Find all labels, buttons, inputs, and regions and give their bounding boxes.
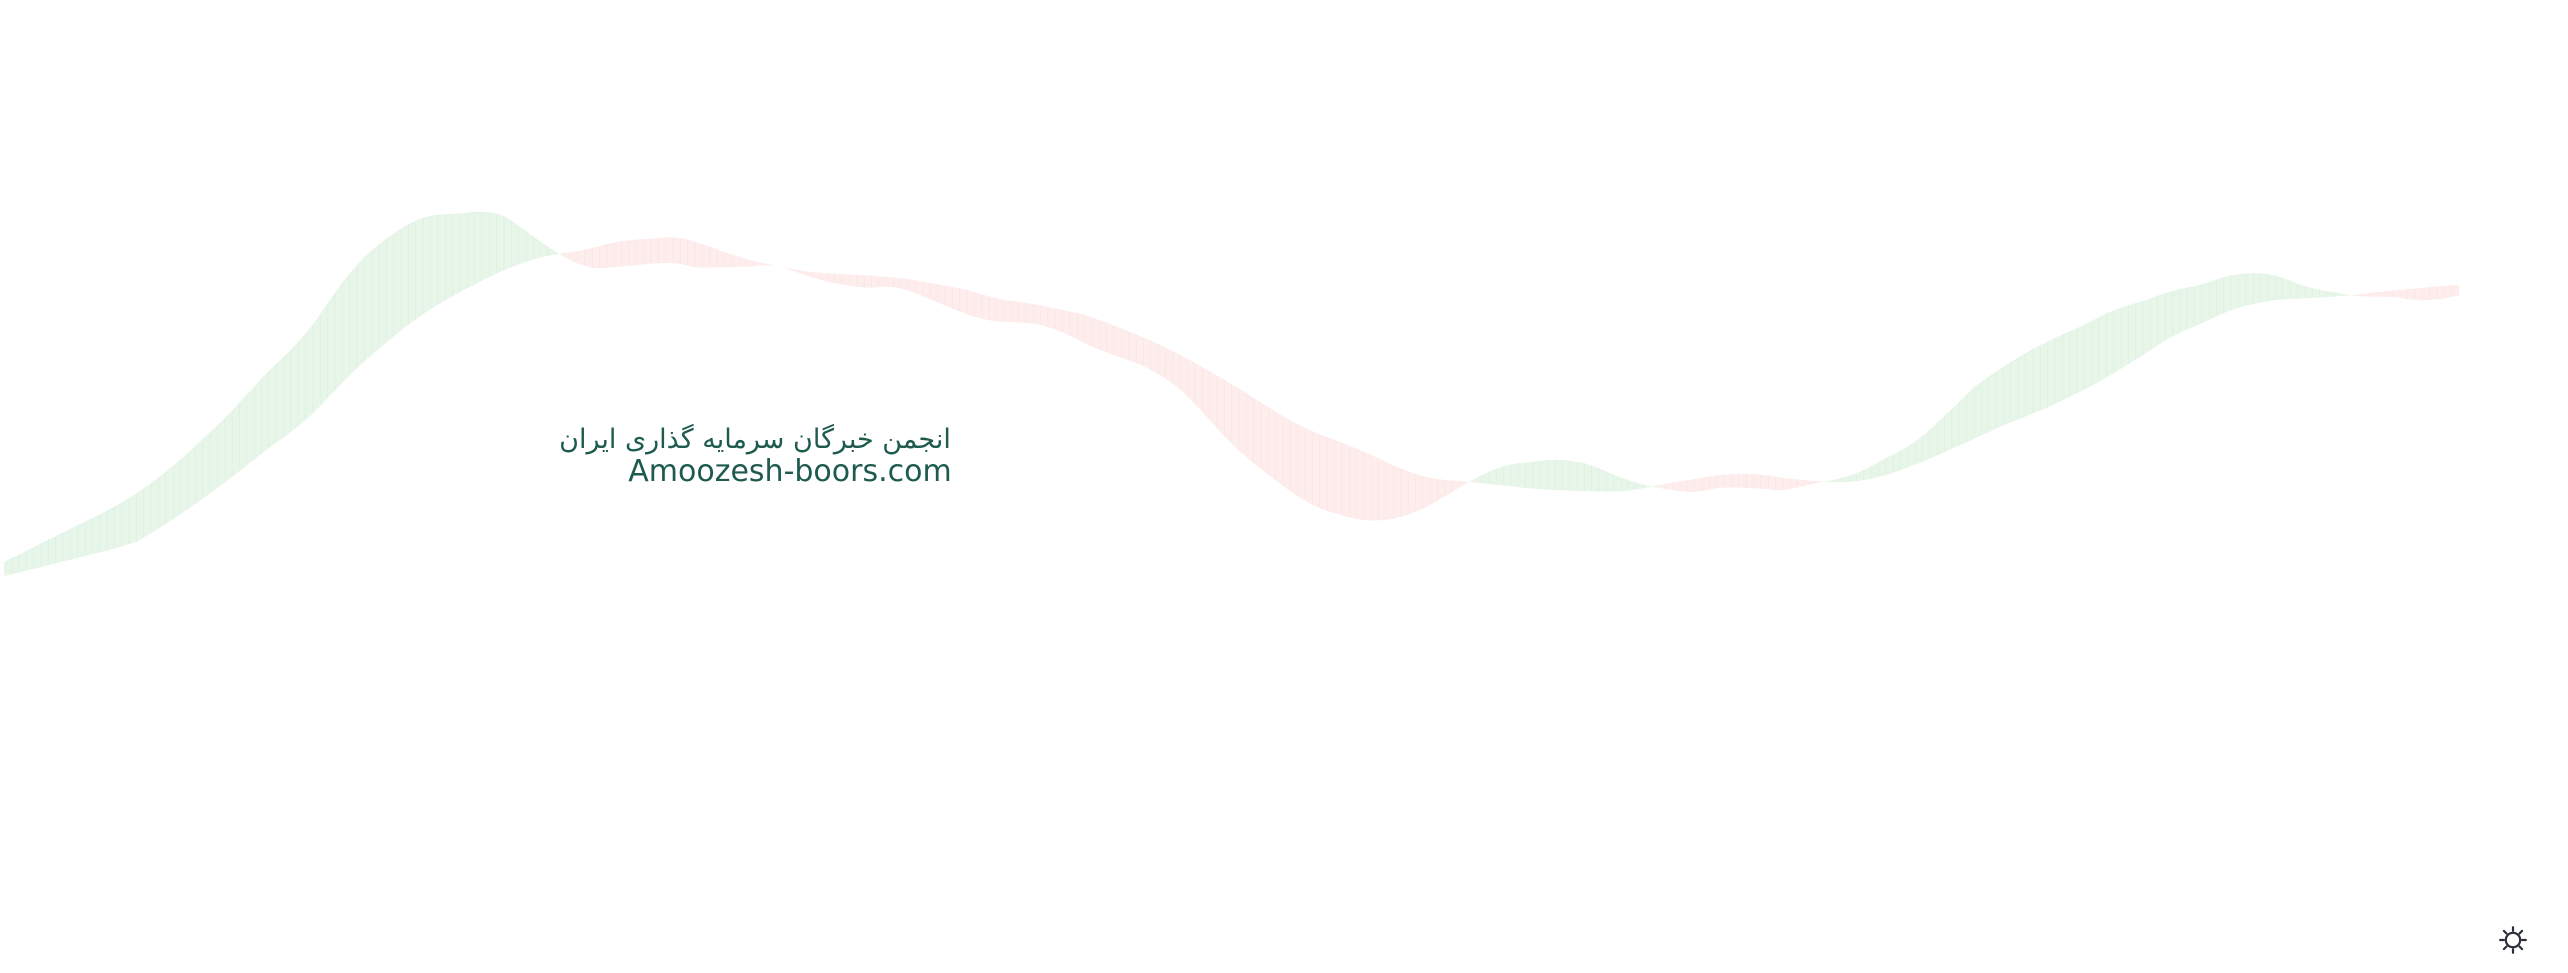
settings-gear-icon	[2499, 926, 2527, 954]
main-pane	[4, 211, 2460, 577]
settings-gear-button[interactable]	[2496, 923, 2530, 957]
price-axis[interactable]	[2464, 0, 2568, 973]
ichimoku-cloud	[4, 211, 2460, 577]
time-axis[interactable]	[0, 913, 2463, 971]
